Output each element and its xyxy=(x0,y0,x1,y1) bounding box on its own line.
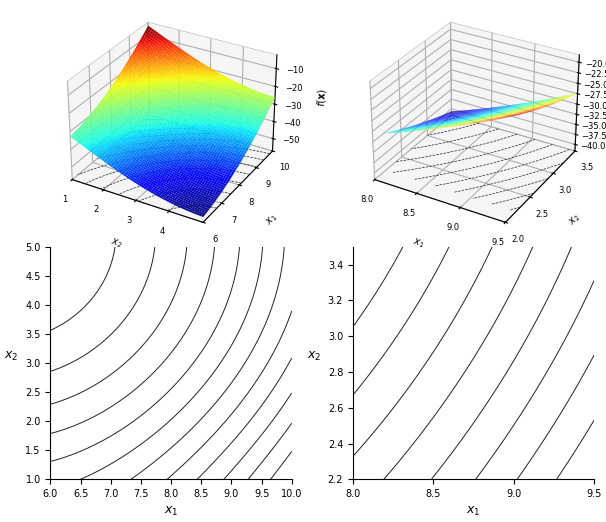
Y-axis label: $x_2$: $x_2$ xyxy=(307,350,321,363)
X-axis label: $x_1$: $x_1$ xyxy=(164,505,178,518)
Y-axis label: $x_2$: $x_2$ xyxy=(567,211,583,228)
X-axis label: $x_2$: $x_2$ xyxy=(108,236,123,251)
X-axis label: $x_1$: $x_1$ xyxy=(466,505,481,518)
X-axis label: $x_1$: $x_1$ xyxy=(411,236,425,251)
Y-axis label: $x_1$: $x_1$ xyxy=(264,211,281,228)
Y-axis label: $x_2$: $x_2$ xyxy=(4,350,19,363)
